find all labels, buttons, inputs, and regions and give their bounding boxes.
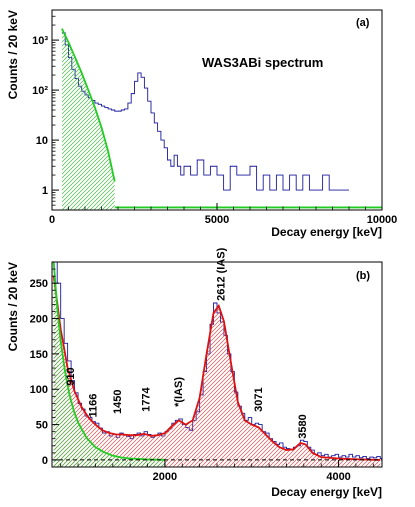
panel-b: 2000 4000 0 50 100 150 200 250 910 1166 1450 1774 *… <box>6 247 383 499</box>
panel-b-peak-label-0: 910 <box>65 367 77 385</box>
panel-a-xtick-label-2: 10000 <box>367 214 398 226</box>
panel-b-ytick-label-5: 250 <box>30 278 48 290</box>
panel-b-ticks: 2000 4000 0 50 100 150 200 250 <box>30 261 374 483</box>
panel-b-ytick-label-4: 200 <box>30 314 48 326</box>
panel-a-xtick-label-0: 0 <box>49 214 55 226</box>
panel-b-series-2-curve <box>52 262 165 461</box>
panel-b-xtick-label-1: 4000 <box>326 471 350 483</box>
panel-a-ytick-label-1: 10 <box>36 135 48 147</box>
panel-b-plot <box>52 262 382 467</box>
panel-b-peak-label-2: 1450 <box>112 389 124 413</box>
panel-b-peak-labels: 910 1166 1450 1774 *(IAS) 2612 (IAS) 3071 3580 <box>65 247 309 438</box>
panel-b-peak-label-6: 3071 <box>253 387 265 411</box>
panel-a-annotation: WAS3ABi spectrum <box>202 55 323 70</box>
panel-a-ylabel: Counts / 20 keV <box>6 10 20 99</box>
panel-a-ticks: 0 5000 10000 1 10 10² 10³ <box>32 9 398 226</box>
panel-b-series-2-area <box>53 262 165 467</box>
panel-a-label: (a) <box>356 17 370 29</box>
panel-a-plot <box>61 28 382 210</box>
panel-b-peak-label-4: *(IAS) <box>173 377 185 407</box>
panel-a-ytick-label-2: 10² <box>32 85 48 97</box>
panel-a-ytick-label-0: 1 <box>42 185 48 197</box>
panel-b-ytick-label-3: 150 <box>30 349 48 361</box>
panel-b-peak-label-7: 3580 <box>297 414 309 438</box>
panel-b-peak-label-1: 1166 <box>87 394 99 418</box>
panel-b-peak-label-3: 1774 <box>140 387 152 412</box>
panel-b-series-1-curve <box>52 276 381 461</box>
panel-b-xtick-label-0: 2000 <box>153 471 177 483</box>
panel-b-series-1-area <box>53 276 381 467</box>
panel-b-ytick-label-1: 50 <box>36 420 48 432</box>
panel-b-ytick-label-0: 0 <box>42 455 48 467</box>
panel-a-ytick-label-3: 10³ <box>32 35 48 47</box>
panel-a-xtick-label-1: 5000 <box>205 214 229 226</box>
panel-b-peak-label-5: 2612 (IAS) <box>215 247 227 301</box>
panel-a-series-1-area <box>61 28 115 210</box>
panel-a: 0 5000 10000 1 10 10² 10³ (a) WAS3ABi spectrum… <box>6 9 398 239</box>
panel-b-ytick-label-2: 100 <box>30 384 48 396</box>
panel-b-ylabel: Counts / 20 keV <box>6 262 20 351</box>
panel-b-label: (b) <box>356 270 370 282</box>
panel-a-series-0-histogram <box>61 32 349 191</box>
panel-b-xlabel: Decay energy [keV] <box>271 485 382 499</box>
panel-a-series-1-curve <box>61 28 116 182</box>
panel-a-xlabel: Decay energy [keV] <box>271 225 382 239</box>
